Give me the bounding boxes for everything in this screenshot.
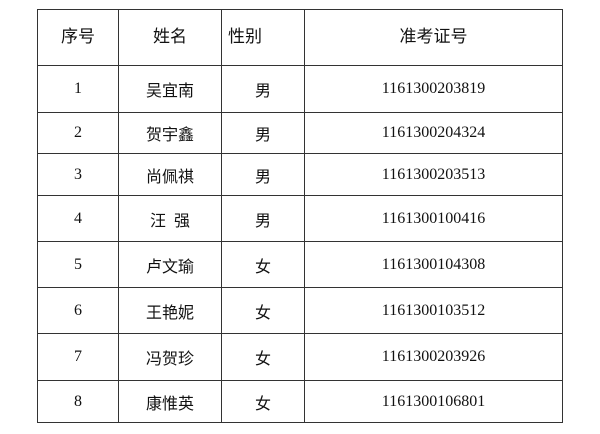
cell-index: 4 xyxy=(37,195,119,242)
cell-name: 汪 强 xyxy=(118,195,222,242)
cell-exam-id: 1161300203819 xyxy=(304,65,563,113)
cell-exam-id: 1161300204324 xyxy=(304,112,563,154)
cell-gender: 女 xyxy=(221,287,305,334)
cell-name: 卢文瑜 xyxy=(118,241,222,288)
table-row: 6 王艳妮女 1161300103512 xyxy=(37,287,563,334)
cell-name: 吴宜南 xyxy=(118,65,222,113)
cell-exam-id: 1161300100416 xyxy=(304,195,563,242)
cell-name: 冯贺珍 xyxy=(118,333,222,381)
cell-name: 贺宇鑫 xyxy=(118,112,222,154)
table-row: 5 卢文瑜女 1161300104308 xyxy=(37,241,563,288)
header-gender: 性别 xyxy=(221,9,305,66)
header-exam-id: 准考证号 xyxy=(304,9,563,66)
candidate-table: 序号 姓名 性别 准考证号 1 吴宜南男 1161300203819 2 贺宇鑫男 116… xyxy=(37,9,563,423)
cell-index: 5 xyxy=(37,241,119,288)
header-row: 序号 姓名 性别 准考证号 xyxy=(37,9,563,66)
cell-name: 尚佩祺 xyxy=(118,153,222,196)
cell-gender: 男 xyxy=(221,195,305,242)
cell-exam-id: 1161300103512 xyxy=(304,287,563,334)
cell-name: 王艳妮 xyxy=(118,287,222,334)
cell-index: 2 xyxy=(37,112,119,154)
header-name: 姓名 xyxy=(118,9,222,66)
cell-gender: 女 xyxy=(221,333,305,381)
table-row: 7 冯贺珍女 1161300203926 xyxy=(37,333,563,381)
cell-index: 3 xyxy=(37,153,119,196)
cell-gender: 男 xyxy=(221,153,305,196)
cell-name: 康惟英 xyxy=(118,380,222,423)
cell-gender: 男 xyxy=(221,65,305,113)
cell-index: 6 xyxy=(37,287,119,334)
cell-gender: 女 xyxy=(221,241,305,288)
table-row: 3 尚佩祺男 1161300203513 xyxy=(37,153,563,196)
table-row: 2 贺宇鑫男 1161300204324 xyxy=(37,112,563,154)
cell-index: 7 xyxy=(37,333,119,381)
cell-gender: 男 xyxy=(221,112,305,154)
cell-exam-id: 1161300106801 xyxy=(304,380,563,423)
header-index: 序号 xyxy=(37,9,119,66)
table-row: 8 康惟英女 1161300106801 xyxy=(37,380,563,423)
cell-exam-id: 1161300203926 xyxy=(304,333,563,381)
cell-gender: 女 xyxy=(221,380,305,423)
cell-index: 1 xyxy=(37,65,119,113)
cell-index: 8 xyxy=(37,380,119,423)
table-row: 1 吴宜南男 1161300203819 xyxy=(37,65,563,113)
cell-exam-id: 1161300104308 xyxy=(304,241,563,288)
cell-exam-id: 1161300203513 xyxy=(304,153,563,196)
